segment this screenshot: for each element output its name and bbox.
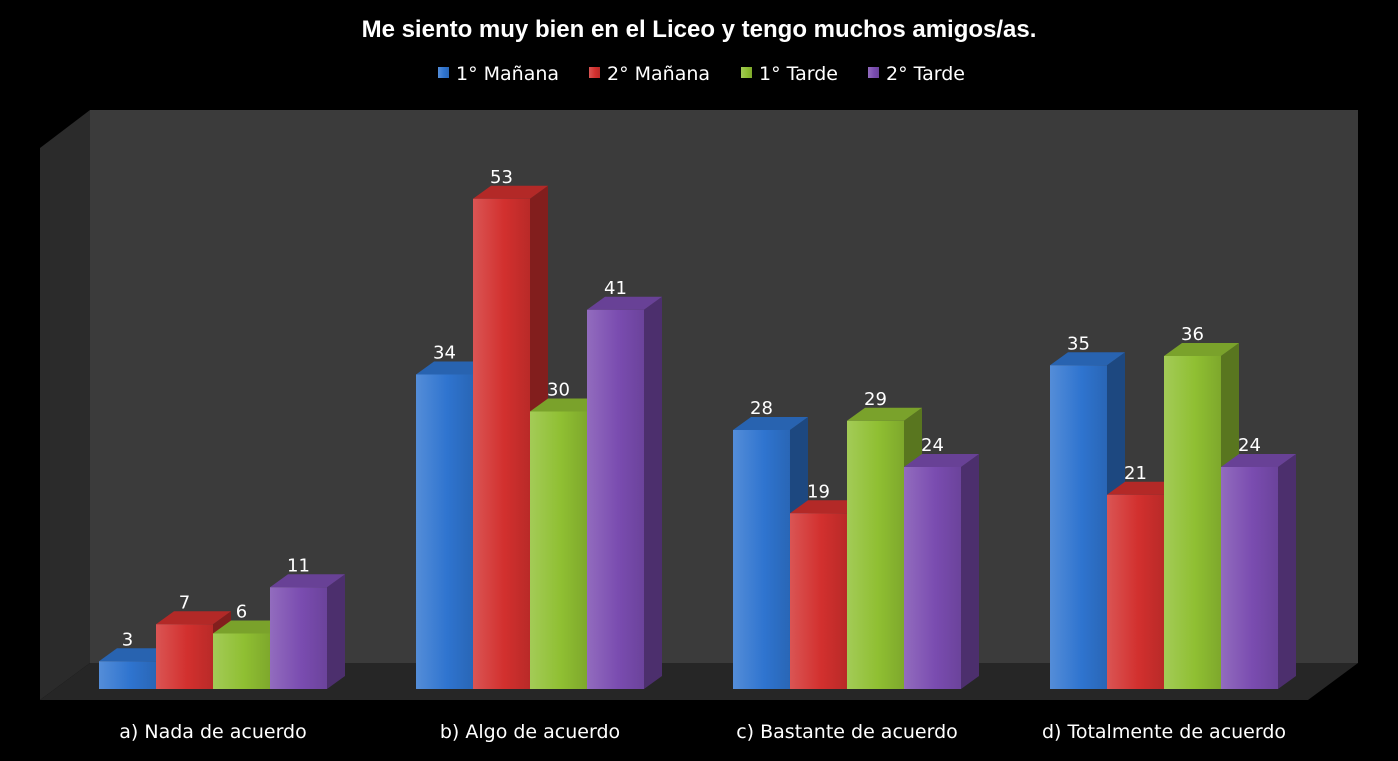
bar-top — [416, 361, 491, 375]
bar-top — [213, 620, 288, 634]
category-axis: a) Nada de acuerdo b) Algo de acuerdo c) B… — [119, 721, 1286, 743]
data-label: 29 — [864, 389, 887, 410]
legend-swatch — [741, 67, 752, 78]
data-label: 3 — [122, 629, 133, 650]
bar-front — [213, 633, 270, 689]
data-label: 36 — [1181, 324, 1204, 345]
chart-title: Me siento muy bien en el Liceo y tengo m… — [362, 16, 1037, 43]
bar-top — [530, 398, 605, 412]
category-label: d) Totalmente de acuerdo — [1042, 721, 1286, 743]
data-label: 30 — [547, 380, 570, 401]
category-label: c) Bastante de acuerdo — [736, 721, 958, 743]
data-label: 53 — [490, 167, 513, 188]
legend-item: 2° Tarde — [868, 63, 965, 85]
bar-front — [1221, 467, 1278, 689]
data-label: 7 — [179, 592, 190, 613]
chart-back-wall — [90, 110, 1358, 663]
bar-front — [416, 374, 473, 689]
data-label: 28 — [750, 398, 773, 419]
chart-floor — [40, 663, 1358, 700]
legend-item: 2° Mañana — [589, 63, 710, 85]
legend-swatch — [438, 67, 449, 78]
bar-top — [1107, 481, 1182, 495]
data-label: 24 — [1238, 435, 1261, 456]
bar-top — [270, 574, 345, 588]
bar-top — [904, 454, 979, 467]
bar-front — [1164, 356, 1221, 689]
bar-top — [587, 296, 662, 310]
bar — [270, 574, 345, 689]
bar-front — [587, 309, 644, 689]
bar — [904, 454, 979, 689]
bar-top — [1164, 343, 1239, 356]
legend-swatch — [868, 67, 879, 78]
bar-front — [530, 411, 587, 689]
category-label: a) Nada de acuerdo — [119, 721, 306, 743]
bar-front — [270, 587, 327, 689]
data-label: 35 — [1067, 333, 1090, 354]
bar-front — [1050, 365, 1107, 689]
bar-front — [733, 430, 790, 689]
data-label: 6 — [236, 602, 247, 623]
bar-side — [644, 296, 662, 689]
legend-label: 1° Tarde — [759, 63, 838, 85]
bar-front — [1107, 494, 1164, 689]
bar-front — [473, 198, 530, 689]
bar-top — [847, 407, 922, 421]
category-label: b) Algo de acuerdo — [440, 721, 620, 743]
data-label: 34 — [433, 343, 456, 364]
bar-front — [99, 661, 156, 689]
bar-top — [473, 185, 548, 199]
chart-legend: 1° Mañana 2° Mañana 1° Tarde 2° Tarde — [438, 63, 965, 85]
data-label: 11 — [287, 555, 310, 576]
bar-top — [156, 611, 231, 625]
bar-side — [961, 454, 979, 689]
bar — [1221, 454, 1296, 689]
bar-top — [1221, 454, 1296, 467]
data-label: 19 — [807, 481, 830, 502]
legend-item: 1° Tarde — [741, 63, 838, 85]
legend-label: 1° Mañana — [456, 63, 559, 85]
legend-swatch — [589, 67, 600, 78]
data-label: 41 — [604, 278, 627, 299]
data-label: 21 — [1124, 463, 1147, 484]
bar-top — [99, 648, 174, 662]
data-label: 24 — [921, 435, 944, 456]
bar-front — [904, 467, 961, 689]
bar-side — [327, 574, 345, 689]
chart-side-wall — [40, 110, 90, 700]
bar-top — [790, 500, 865, 514]
bar-side — [1278, 454, 1296, 689]
bar — [587, 296, 662, 689]
bar-front — [790, 513, 847, 689]
legend-label: 2° Tarde — [886, 63, 965, 85]
legend-label: 2° Mañana — [607, 63, 710, 85]
bar-front — [847, 420, 904, 689]
legend-item: 1° Mañana — [438, 63, 559, 85]
bar-top — [733, 417, 808, 430]
bar-front — [156, 624, 213, 689]
bar-top — [1050, 352, 1125, 366]
chart-bars: 3 7 6 11 34 53 30 41 28 19 29 24 35 21 36 24 — [99, 167, 1296, 689]
